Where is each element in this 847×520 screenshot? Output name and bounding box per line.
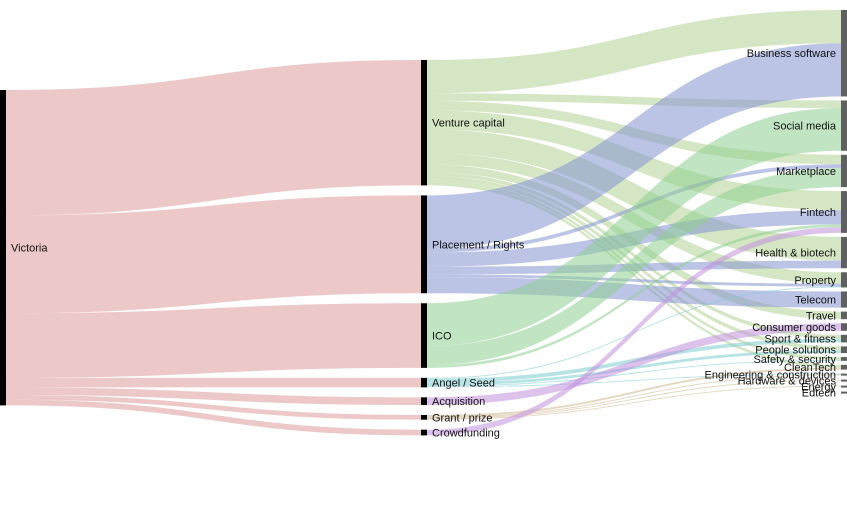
node-cg bbox=[841, 323, 847, 331]
label-ct: CleanTech bbox=[784, 362, 836, 374]
label-ed: Edtech bbox=[802, 388, 836, 400]
label-vic: Victoria bbox=[11, 243, 48, 255]
node-mp bbox=[841, 154, 847, 188]
link-ico-sm bbox=[427, 108, 841, 346]
node-sf bbox=[841, 334, 847, 343]
link-vic-ico bbox=[6, 303, 421, 378]
label-cg: Consumer goods bbox=[752, 322, 836, 334]
label-pr: Placement / Rights bbox=[432, 239, 525, 251]
node-ct bbox=[841, 364, 847, 370]
node-ps bbox=[841, 346, 847, 354]
node-acq bbox=[421, 397, 427, 405]
node-ss bbox=[841, 357, 847, 361]
node-as bbox=[421, 377, 427, 388]
node-ico bbox=[421, 303, 427, 368]
node-vic bbox=[0, 90, 6, 406]
link-gp-ct bbox=[427, 367, 841, 417]
node-hb bbox=[841, 236, 847, 269]
link-vc-sf bbox=[427, 172, 841, 339]
link-gp-ec bbox=[427, 374, 841, 418]
link-vic-cf bbox=[6, 399, 421, 436]
label-gp: Grant / prize bbox=[432, 412, 493, 424]
label-trv: Travel bbox=[806, 310, 836, 322]
node-vc bbox=[421, 60, 427, 186]
label-cf: Crowdfunding bbox=[432, 428, 500, 440]
link-cf-ft bbox=[427, 227, 841, 436]
link-vic-as bbox=[6, 377, 421, 388]
node-bs bbox=[841, 10, 847, 97]
link-ico-mp bbox=[427, 168, 841, 365]
link-acq-cg bbox=[427, 323, 841, 405]
link-ico-ft bbox=[427, 224, 841, 368]
node-trv bbox=[841, 311, 847, 320]
label-hd: Hardware & devices bbox=[738, 376, 837, 388]
label-vc: Venture capital bbox=[432, 118, 505, 130]
node-tel bbox=[841, 291, 847, 308]
label-sf: Sport & fitness bbox=[764, 334, 836, 346]
label-prop: Property bbox=[794, 275, 836, 287]
node-en bbox=[841, 385, 847, 388]
label-hb: Health & biotech bbox=[755, 248, 836, 260]
label-en: Energy bbox=[801, 382, 836, 394]
label-tel: Telecom bbox=[795, 295, 836, 307]
link-pr-prop bbox=[427, 274, 841, 287]
node-hd bbox=[841, 379, 847, 382]
link-gp-hd bbox=[427, 379, 841, 419]
label-ps: People solutions bbox=[755, 345, 836, 357]
node-sm bbox=[841, 100, 847, 151]
node-prop bbox=[841, 272, 847, 288]
label-sm: Social media bbox=[773, 121, 837, 133]
node-cf bbox=[421, 429, 427, 436]
link-pr-bs bbox=[427, 43, 841, 249]
link-as-ec bbox=[427, 373, 841, 388]
label-ft: Fintech bbox=[800, 207, 836, 219]
link-vic-acq bbox=[6, 387, 421, 405]
link-gp-en bbox=[427, 385, 841, 420]
label-acq: Acquisition bbox=[432, 396, 485, 408]
link-as-ss bbox=[427, 359, 841, 387]
sankey-labels: Victoria Venture capital Placement / Right… bbox=[11, 48, 837, 439]
node-ft bbox=[841, 191, 847, 233]
sankey-nodes bbox=[0, 10, 847, 436]
node-ed bbox=[841, 391, 847, 394]
link-vic-pr bbox=[6, 195, 421, 314]
node-ec bbox=[841, 373, 847, 376]
node-gp bbox=[421, 414, 427, 420]
link-vc-bs bbox=[427, 10, 841, 94]
label-ec: Engineering & construction bbox=[705, 370, 836, 382]
link-vic-gp bbox=[6, 394, 421, 420]
label-bs: Business software bbox=[747, 48, 836, 60]
sankey-links bbox=[6, 10, 841, 436]
label-mp: Marketplace bbox=[776, 166, 836, 178]
node-pr bbox=[421, 195, 427, 294]
label-as: Angel / Seed bbox=[432, 378, 495, 390]
label-ico: ICO bbox=[432, 331, 452, 343]
label-ss: Safety & security bbox=[753, 354, 836, 366]
link-vic-vc bbox=[6, 60, 421, 216]
